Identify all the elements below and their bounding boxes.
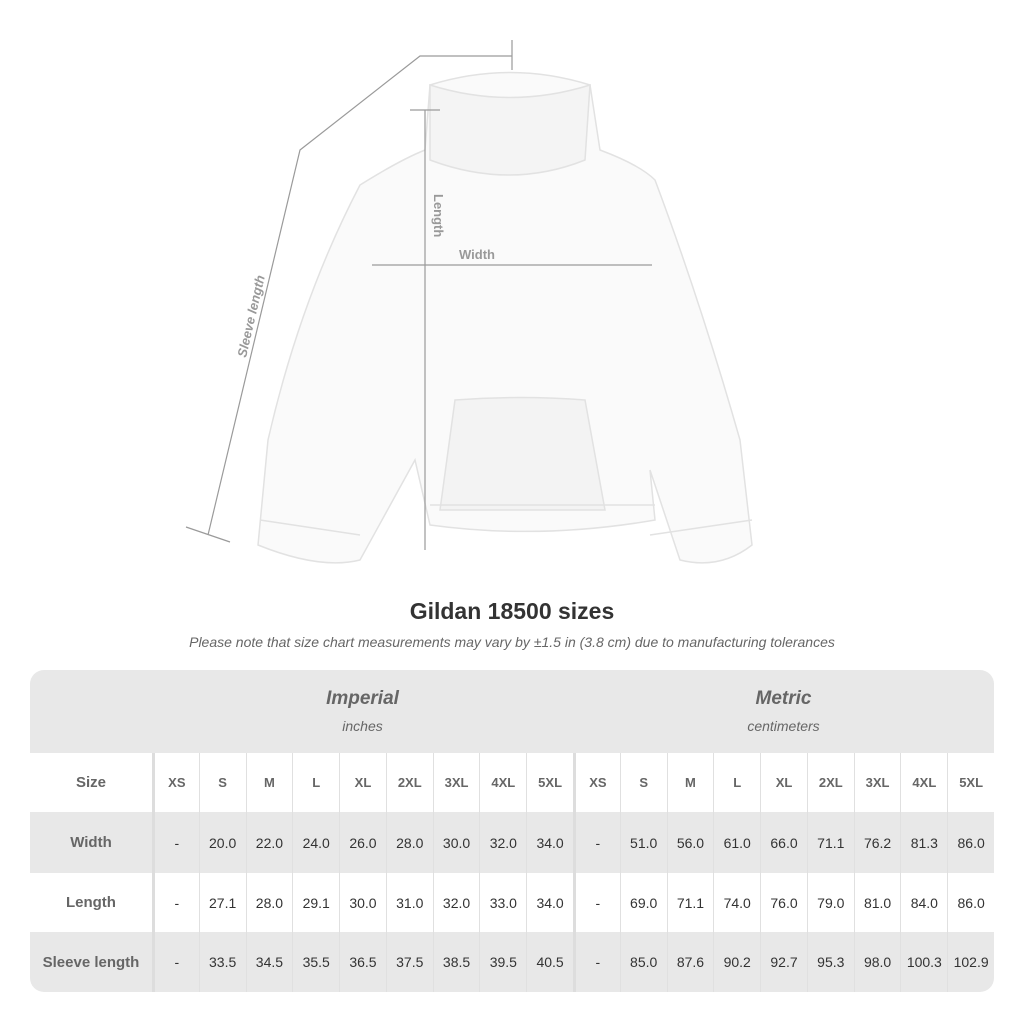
row-label: Width <box>70 834 112 851</box>
metric-cell: 74.0 <box>713 873 760 932</box>
metric-cell: 69.0 <box>619 873 667 932</box>
hoodie-image <box>257 71 753 564</box>
metric-cell: 5XL <box>947 753 994 812</box>
sleeve-length-label: Sleeve length <box>234 274 267 359</box>
chart-title: Gildan 18500 sizes <box>409 598 615 624</box>
metric-cell: 76.2 <box>853 812 901 873</box>
imperial-cell: XL <box>339 753 386 812</box>
metric-cell: 85.0 <box>619 932 667 992</box>
imperial-cell: 2XL <box>385 753 433 812</box>
table-row: Width -20.0 22.0 24.0 26.0 28.0 30.0 32.0 34.0-5… <box>30 812 994 873</box>
metric-cell: 95.3 <box>806 932 854 992</box>
imperial-cell: 5XL <box>526 753 573 812</box>
metric-cell: 56.0 <box>666 812 714 873</box>
imperial-cell: L <box>292 753 339 812</box>
table-row: Sleeve length -33.5 34.5 35.5 36.5 37.5 38.5 39… <box>30 932 994 992</box>
metric-cell: L <box>713 753 760 812</box>
imperial-cell: 3XL <box>432 753 480 812</box>
row-label: Size <box>75 774 106 791</box>
metric-cell: 86.0 <box>947 812 994 873</box>
metric-unit: centimeters <box>747 718 820 734</box>
metric-cell: XL <box>760 753 807 812</box>
imperial-cell: 20.0 <box>198 812 246 873</box>
imperial-cell: 30.0 <box>432 812 480 873</box>
metric-cell: 4XL <box>900 753 947 812</box>
metric-cell: S <box>619 753 667 812</box>
imperial-cell: 27.1 <box>198 873 246 932</box>
imperial-cell: 30.0 <box>339 873 386 932</box>
imperial-cell: 34.0 <box>526 812 573 873</box>
tolerance-note: Please note that size chart measurements… <box>189 634 835 650</box>
imperial-cell: 22.0 <box>245 812 293 873</box>
imperial-cell: 33.5 <box>198 932 246 992</box>
imperial-cell: - <box>151 873 199 932</box>
imperial-heading: Imperial <box>326 688 399 709</box>
imperial-cell: - <box>151 812 199 873</box>
imperial-cell: 35.5 <box>292 932 339 992</box>
imperial-cell: 4XL <box>479 753 526 812</box>
imperial-cell: M <box>245 753 293 812</box>
row-label: Sleeve length <box>42 953 140 971</box>
imperial-cell: 34.5 <box>245 932 293 992</box>
metric-cell: M <box>666 753 714 812</box>
imperial-unit: inches <box>342 718 383 734</box>
imperial-cell: 33.0 <box>479 873 526 932</box>
imperial-cell: 28.0 <box>245 873 293 932</box>
metric-cell: - <box>572 932 620 992</box>
metric-cell: 87.6 <box>666 932 714 992</box>
imperial-cell: 37.5 <box>385 932 433 992</box>
metric-cell: 76.0 <box>760 873 807 932</box>
metric-cell: 71.1 <box>806 812 854 873</box>
imperial-cell: XS <box>151 753 199 812</box>
metric-heading: Metric <box>755 688 812 709</box>
imperial-cell: 26.0 <box>339 812 386 873</box>
table-row: Length -27.1 28.0 29.1 30.0 31.0 32.0 33.0 34.0-… <box>30 873 994 932</box>
metric-cell: 51.0 <box>619 812 667 873</box>
metric-cell: 102.9 <box>947 932 994 992</box>
metric-cell: 90.2 <box>713 932 760 992</box>
metric-header: Metric centimeters <box>573 688 994 734</box>
imperial-cell: 36.5 <box>339 932 386 992</box>
metric-cell: 86.0 <box>947 873 994 932</box>
imperial-cell: 32.0 <box>432 873 480 932</box>
metric-cell: 100.3 <box>900 932 947 992</box>
length-label: Length <box>431 194 446 237</box>
metric-cell: - <box>572 812 620 873</box>
metric-cell: 71.1 <box>666 873 714 932</box>
metric-cell: 81.3 <box>900 812 947 873</box>
imperial-cell: 28.0 <box>385 812 433 873</box>
imperial-cell: 34.0 <box>526 873 573 932</box>
metric-cell: 81.0 <box>853 873 901 932</box>
metric-cell: 2XL <box>806 753 854 812</box>
imperial-header: Imperial inches <box>152 688 573 734</box>
measure-lines <box>185 40 652 550</box>
imperial-cell: 39.5 <box>479 932 526 992</box>
imperial-cell: 24.0 <box>292 812 339 873</box>
metric-cell: - <box>572 873 620 932</box>
width-label: Width <box>459 247 495 262</box>
unit-header-band: Imperial inches Metric centimeters <box>30 670 994 753</box>
row-label: Length <box>65 894 116 911</box>
imperial-cell: 29.1 <box>292 873 339 932</box>
hoodie-diagram: Sleeve length Length Width <box>185 40 753 564</box>
imperial-cell: 32.0 <box>479 812 526 873</box>
metric-cell: 84.0 <box>900 873 947 932</box>
size-header-row: Size XS S M L XL 2XL 3XL 4XL 5XL XS S M L XL 2XL 3XL 4XL 5… <box>30 753 994 812</box>
imperial-cell: 40.5 <box>526 932 573 992</box>
metric-cell: 66.0 <box>760 812 807 873</box>
metric-cell: 61.0 <box>713 812 760 873</box>
metric-cell: XS <box>572 753 620 812</box>
metric-cell: 98.0 <box>853 932 901 992</box>
imperial-cell: 38.5 <box>432 932 480 992</box>
size-table: Imperial inches Metric centimeters Size X… <box>30 670 994 992</box>
imperial-cell: S <box>198 753 246 812</box>
imperial-cell: - <box>151 932 199 992</box>
imperial-cell: 31.0 <box>385 873 433 932</box>
metric-cell: 79.0 <box>806 873 854 932</box>
metric-cell: 3XL <box>853 753 901 812</box>
metric-cell: 92.7 <box>760 932 807 992</box>
